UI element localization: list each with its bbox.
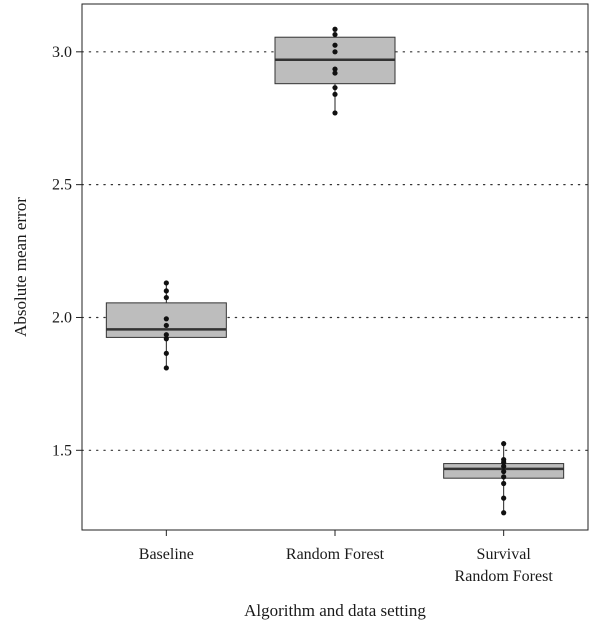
data-point	[332, 66, 338, 72]
data-point	[332, 26, 338, 32]
data-point	[163, 332, 169, 338]
data-point	[163, 322, 169, 329]
data-point	[332, 31, 338, 38]
x-tick-label: Random Forest	[286, 546, 385, 563]
data-point	[501, 510, 507, 516]
x-tick-label: Survival	[477, 546, 532, 563]
x-tick-label: Baseline	[139, 546, 194, 563]
y-axis: 1.5 2.0 2.5 3.0	[52, 44, 82, 459]
data-point	[163, 350, 169, 356]
data-point	[501, 468, 507, 475]
data-point	[163, 316, 169, 322]
data-point	[163, 288, 169, 294]
x-axis-title: Algorithm and data setting	[244, 601, 426, 620]
data-point	[501, 495, 507, 501]
y-tick-label: 1.5	[52, 442, 72, 459]
data-point	[332, 91, 338, 97]
data-point	[332, 85, 338, 91]
data-point	[501, 441, 507, 447]
data-point	[501, 463, 507, 469]
y-axis-title: Absolute mean error	[11, 197, 30, 337]
data-point	[332, 49, 338, 55]
box-group	[443, 441, 565, 516]
box-group	[105, 280, 227, 371]
x-tick-label: Random Forest	[455, 568, 554, 585]
data-point	[163, 336, 169, 342]
data-point	[163, 280, 169, 286]
boxes-layer	[105, 26, 565, 516]
y-tick-label: 2.0	[52, 309, 72, 326]
x-axis: Baseline Random Forest Survival Random Fore…	[139, 530, 554, 585]
data-point	[332, 70, 338, 76]
data-point	[332, 42, 338, 48]
data-point	[332, 110, 338, 116]
data-point	[501, 480, 507, 487]
box-group	[274, 26, 396, 116]
data-point	[163, 294, 169, 301]
data-point	[163, 365, 169, 371]
y-tick-label: 3.0	[52, 44, 72, 61]
data-point	[501, 474, 507, 480]
data-point	[501, 457, 507, 463]
y-tick-label: 2.5	[52, 177, 72, 194]
